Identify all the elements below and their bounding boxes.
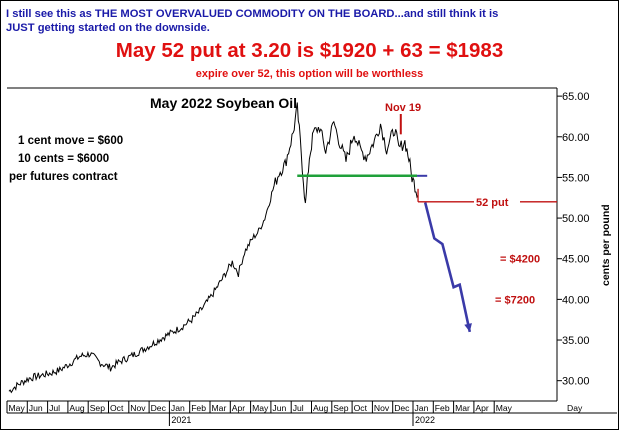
month-label: Jun [29, 403, 43, 413]
y-axis-label: cents per pound [600, 204, 612, 286]
nov19-label: Nov 19 [385, 102, 421, 114]
y-tick-label: 40.00 [562, 294, 590, 306]
header-line-2: JUST getting started on the downside. [6, 22, 210, 34]
month-label: Apr [232, 403, 246, 413]
price-line [8, 102, 419, 394]
month-label: Nov [130, 403, 146, 413]
month-label: Oct [110, 403, 124, 413]
month-label: Jul [293, 403, 304, 413]
headline-put-math: May 52 put at 3.20 is $1920 + 63 = $1983 [115, 39, 504, 62]
target-7200-label: = $7200 [495, 294, 535, 306]
y-tick-label: 45.00 [562, 254, 590, 266]
month-label: Dec [151, 403, 167, 413]
month-label: Dec [394, 403, 410, 413]
projection-arrowhead [464, 323, 472, 332]
month-label: Mar [212, 403, 227, 413]
header-line-1: I still see this as THE MOST OVERVALUED … [6, 8, 499, 20]
month-label: Sep [333, 403, 349, 413]
projection-path [423, 202, 472, 333]
put-label-bg [474, 194, 520, 208]
y-tick-label: 50.00 [562, 213, 590, 225]
month-label: Oct [354, 403, 368, 413]
put-label: 52 put [476, 197, 509, 209]
month-label: May [252, 403, 269, 413]
y-tick-label: 55.00 [562, 172, 590, 184]
month-label: Jul [49, 403, 60, 413]
expiry-note: expire over 52, this option will be wort… [195, 68, 424, 80]
year-label: 2021 [171, 415, 191, 425]
month-label: May [496, 403, 513, 413]
month-label: Jun [272, 403, 286, 413]
x-axis-label: Day [567, 403, 583, 413]
y-tick-label: 60.00 [562, 132, 590, 144]
year-label: 2022 [415, 415, 435, 425]
month-label: Mar [455, 403, 470, 413]
month-label: Aug [313, 403, 329, 413]
contract-note: 1 cent move = $600 [18, 135, 123, 147]
month-label: Jan [171, 403, 185, 413]
y-tick-label: 30.00 [562, 376, 590, 388]
month-label: Feb [435, 403, 450, 413]
month-label: Apr [475, 403, 489, 413]
contract-note: per futures contract [9, 171, 118, 183]
month-label: Jan [415, 403, 429, 413]
month-label: Nov [374, 403, 390, 413]
target-4200-label: = $4200 [500, 254, 540, 266]
chart-title: May 2022 Soybean Oil [150, 95, 297, 111]
month-label: Sep [90, 403, 106, 413]
month-label: Aug [69, 403, 85, 413]
y-tick-label: 35.00 [562, 335, 590, 347]
y-tick-label: 65.00 [562, 91, 590, 103]
month-label: Feb [191, 403, 206, 413]
contract-note: 10 cents = $6000 [18, 153, 109, 165]
month-label: May [9, 403, 26, 413]
